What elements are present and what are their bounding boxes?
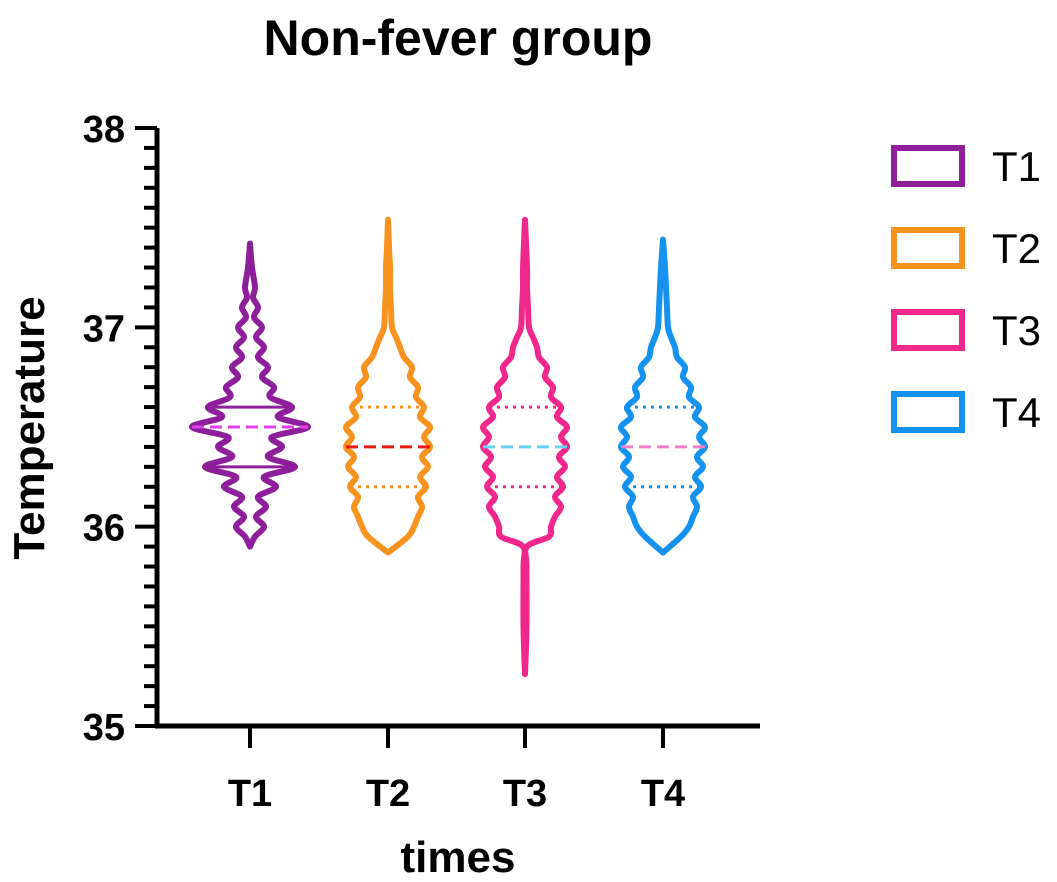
chart-title: Non-fever group (264, 10, 653, 66)
x-tick-label: T2 (366, 773, 410, 815)
plot-area: 35 36 37 38 T1 T2 T3 T4 (83, 109, 760, 815)
violin-t4 (618, 236, 708, 556)
legend-label-t1: T1 (992, 143, 1041, 190)
x-tick-label: T3 (503, 773, 547, 815)
legend-label-t2: T2 (992, 225, 1041, 272)
legend-label-t4: T4 (992, 389, 1041, 436)
y-tick-label: 38 (83, 109, 125, 151)
legend-label-t3: T3 (992, 307, 1041, 354)
violin-t1 (188, 240, 312, 550)
y-tick-label: 35 (83, 707, 125, 749)
y-tick-label: 36 (83, 508, 125, 550)
violin-outline (618, 236, 708, 556)
legend-swatch-t4 (891, 391, 965, 433)
violin-outline (343, 216, 433, 556)
violin-t3 (480, 216, 570, 678)
violin-t2 (343, 216, 433, 556)
legend-swatch-t3 (891, 309, 965, 351)
y-axis-label: Temperature (5, 296, 54, 559)
x-tick-label: T1 (228, 773, 272, 815)
y-tick-label: 37 (83, 308, 125, 350)
legend-swatch-t1 (891, 145, 965, 187)
legend: T1 T2 T3 T4 (891, 143, 1041, 436)
x-axis-label: times (401, 833, 516, 882)
violin-outline (188, 240, 312, 550)
legend-swatch-t2 (891, 227, 965, 269)
x-tick-label: T4 (641, 773, 685, 815)
violin-outline (480, 216, 570, 678)
